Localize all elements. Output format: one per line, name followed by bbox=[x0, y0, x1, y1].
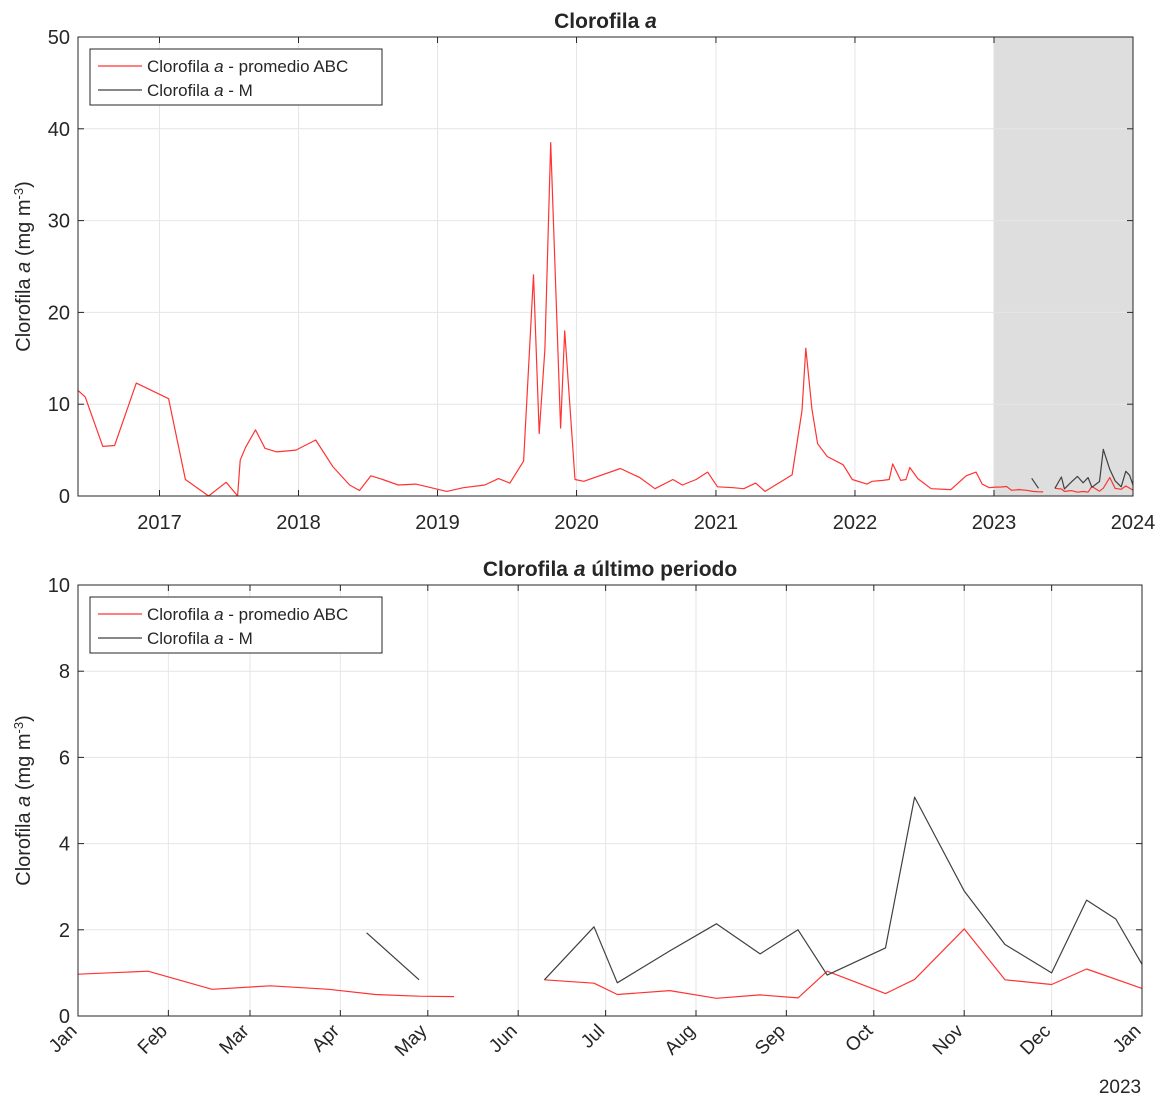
x-tick-label: Aug bbox=[661, 1021, 700, 1060]
x-tick-label: May bbox=[391, 1020, 432, 1061]
x-tick-label: 2024 bbox=[1111, 512, 1156, 534]
legend-box bbox=[89, 596, 383, 654]
x-tick-label: Jan bbox=[45, 1021, 82, 1058]
axes-box bbox=[77, 584, 1143, 1017]
x-tick-label: 2023 bbox=[972, 512, 1017, 534]
x-tick-label: 2017 bbox=[137, 512, 182, 534]
shaded-period bbox=[993, 36, 1134, 497]
chart-1: 0 10 20 30 40 50 2017 2018 2019 2020 2021 2022 2023 2… bbox=[11, 10, 1156, 534]
y-axis-label: Clorofila a (mg m-3) bbox=[11, 715, 36, 886]
x-tick-label: 2018 bbox=[276, 512, 321, 534]
legend-label: Clorofila a - promedio ABC bbox=[147, 57, 348, 76]
chart-title: Clorofila a bbox=[554, 10, 657, 33]
y-tick-label: 10 bbox=[48, 575, 70, 597]
x-tick-label: 2022 bbox=[833, 512, 878, 534]
y-tick-label: 4 bbox=[59, 834, 70, 856]
year-label: 2023 bbox=[1099, 1077, 1141, 1098]
x-tick-label: Apr bbox=[308, 1020, 344, 1056]
x-tick-label: Mar bbox=[216, 1020, 254, 1058]
legend-label: Clorofila a - promedio ABC bbox=[147, 605, 348, 624]
legend: Clorofila a - promedio ABC Clorofila a - … bbox=[89, 596, 383, 654]
y-tick-label: 8 bbox=[59, 661, 70, 683]
y-tick-label: 20 bbox=[48, 302, 70, 324]
x-tick-label: Dec bbox=[1016, 1021, 1055, 1060]
x-tick-label: 2020 bbox=[554, 512, 599, 534]
y-tick-label: 0 bbox=[59, 486, 70, 508]
y-tick-label: 6 bbox=[59, 747, 70, 769]
axes-box bbox=[77, 36, 1134, 497]
x-tick-label: Nov bbox=[929, 1020, 968, 1059]
legend-label: Clorofila a - M bbox=[147, 629, 253, 648]
series-line-m bbox=[1031, 448, 1134, 490]
y-tick-label: 0 bbox=[59, 1006, 70, 1028]
x-tick-label: Jan bbox=[1109, 1021, 1146, 1058]
x-tick-label: Oct bbox=[842, 1020, 878, 1056]
y-tick-label: 40 bbox=[48, 119, 70, 141]
x-tick-label: Jun bbox=[485, 1021, 522, 1058]
x-tick-label: Feb bbox=[134, 1021, 172, 1059]
legend-box bbox=[89, 48, 383, 106]
plot-area bbox=[78, 37, 1133, 496]
y-tick-label: 2 bbox=[59, 920, 70, 942]
legend-label: Clorofila a - M bbox=[147, 81, 253, 100]
y-tick-label: 10 bbox=[48, 394, 70, 416]
y-axis-label: Clorofila a (mg m-3) bbox=[11, 181, 36, 352]
y-tick-label: 50 bbox=[48, 27, 70, 49]
y-tick-label: 30 bbox=[48, 211, 70, 233]
x-tick-label: Jul bbox=[577, 1021, 609, 1053]
chart-title: Clorofila a último periodo bbox=[483, 558, 737, 581]
x-tick-label: Sep bbox=[751, 1021, 790, 1060]
x-tick-label: 2021 bbox=[694, 512, 739, 534]
x-tick-label: 2019 bbox=[415, 512, 460, 534]
legend: Clorofila a - promedio ABC Clorofila a - … bbox=[89, 48, 383, 106]
series-line-m bbox=[366, 796, 1143, 984]
series-line-promedio-abc bbox=[77, 928, 1143, 999]
chart-2: 0 2 4 6 8 10 Jan Feb Mar Apr May Jun Jul Aug Sep Oct Nov… bbox=[11, 558, 1146, 1098]
